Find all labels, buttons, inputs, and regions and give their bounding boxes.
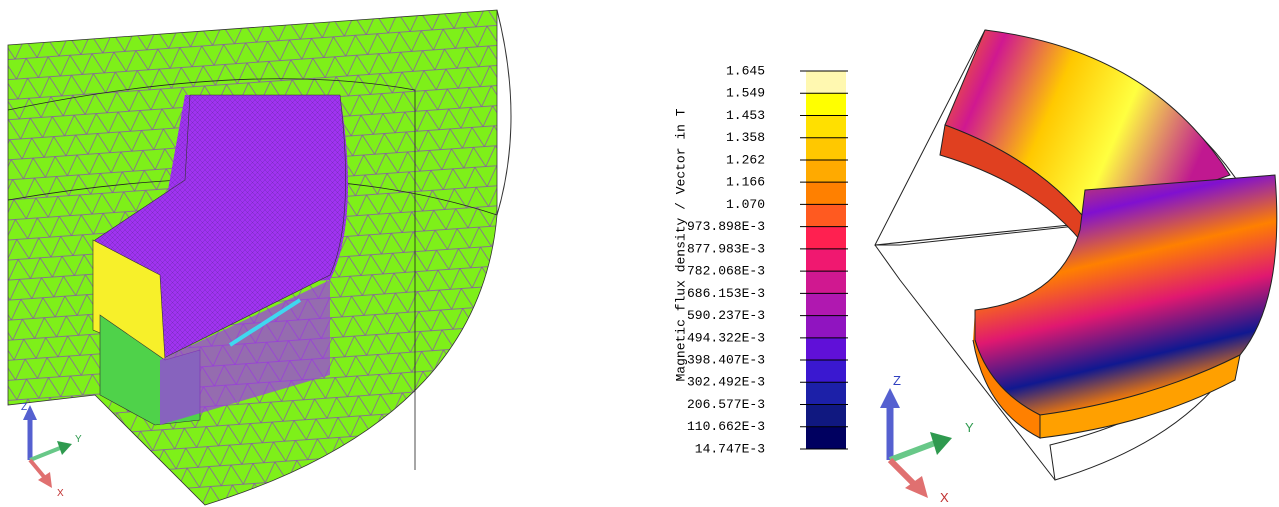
colorbar-label: 1.262 <box>726 152 765 167</box>
colorbar-segment <box>806 338 846 361</box>
colorbar-segment <box>806 405 846 428</box>
axis-label: Y <box>75 434 82 445</box>
right-triad: Z Y X <box>880 373 974 505</box>
colorbar-segment <box>806 115 846 138</box>
colorbar-label: 1.549 <box>726 86 765 101</box>
colorbar-label: 494.322E-3 <box>687 330 765 345</box>
colorbar-label: 686.153E-3 <box>687 286 765 301</box>
colorbar-label: 1.166 <box>726 175 765 190</box>
colorbar-label: 782.068E-3 <box>687 264 765 279</box>
colorbar-label: 590.237E-3 <box>687 308 765 323</box>
page: Z Y X Magnetic flux density / Vector in … <box>0 0 1279 507</box>
left-triad: Z Y X <box>21 402 82 499</box>
colorbar-label: 1.453 <box>726 108 765 123</box>
colorbar-segment <box>806 249 846 272</box>
colorbar-segment <box>806 316 846 339</box>
axis-label: Y <box>965 420 974 435</box>
colorbar-label: 877.983E-3 <box>687 241 765 256</box>
colorbar-segment <box>806 360 846 383</box>
colorbar-segment <box>806 427 846 450</box>
axis-label: Z <box>21 402 27 413</box>
axis-label: Z <box>893 373 901 388</box>
colorbar-label: 1.358 <box>726 130 765 145</box>
colorbar: 1.645 1.549 1.453 1.358 1.262 1.166 1.070 973.8… <box>687 63 848 456</box>
axis-label: X <box>940 490 949 505</box>
mesh-view <box>8 10 511 505</box>
colorbar-segment <box>806 160 846 183</box>
flux-view <box>875 30 1277 480</box>
axis-label: X <box>57 488 64 499</box>
colorbar-segment <box>806 227 846 250</box>
colorbar-segment <box>806 182 846 205</box>
colorbar-segment <box>806 293 846 316</box>
colorbar-segment <box>806 271 846 294</box>
colorbar-segment <box>806 71 846 94</box>
colorbar-label: 1.645 <box>726 63 765 78</box>
figure: Z Y X Magnetic flux density / Vector in … <box>0 0 1279 507</box>
colorbar-label: 1.070 <box>726 197 765 212</box>
colorbar-label: 110.662E-3 <box>687 419 765 434</box>
colorbar-segment <box>806 138 846 161</box>
colorbar-segment <box>806 93 846 116</box>
colorbar-segment <box>806 204 846 227</box>
colorbar-label: 14.747E-3 <box>695 441 765 456</box>
colorbar-segment <box>806 382 846 405</box>
colorbar-label: 206.577E-3 <box>687 397 765 412</box>
colorbar-label: 398.407E-3 <box>687 352 765 367</box>
colorbar-label: 302.492E-3 <box>687 375 765 390</box>
colorbar-label: 973.898E-3 <box>687 219 765 234</box>
